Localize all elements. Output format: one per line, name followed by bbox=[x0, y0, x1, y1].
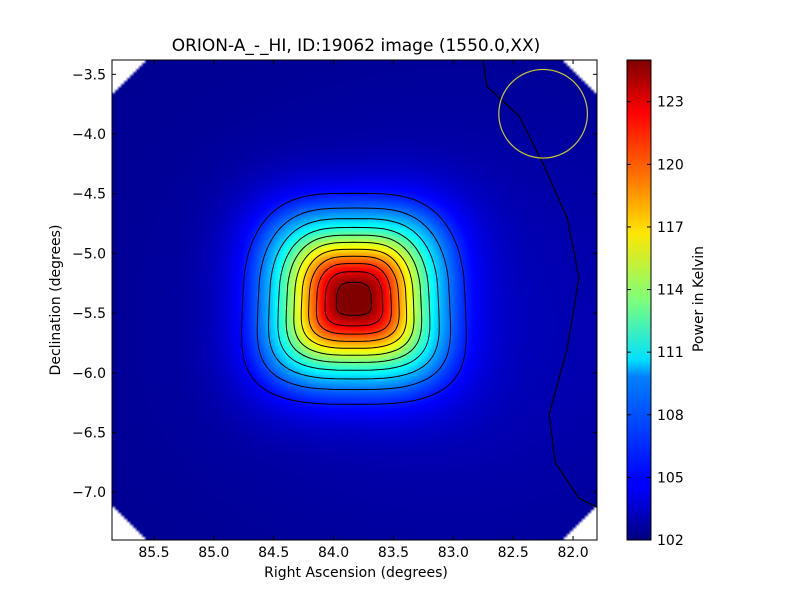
colorbar-tick-label: 102 bbox=[657, 533, 684, 549]
y-tick-label: −6.0 bbox=[72, 366, 106, 382]
colorbar-tick-label: 108 bbox=[657, 408, 684, 424]
x-tick-label: 84.5 bbox=[258, 545, 289, 561]
y-tick-label: −4.0 bbox=[72, 127, 106, 143]
x-tick-label: 83.0 bbox=[438, 545, 469, 561]
y-tick-label: −5.5 bbox=[72, 306, 106, 322]
x-tick-label: 85.5 bbox=[138, 545, 169, 561]
contour-level bbox=[300, 248, 408, 349]
x-axis: 85.5 85.0 84.5 84.0 83.5 83.0 82.5 82.0 bbox=[138, 60, 589, 561]
colorbar-gradient bbox=[626, 59, 652, 541]
contour-level bbox=[277, 226, 431, 371]
contour-level bbox=[335, 281, 372, 316]
y-tick-label: −7.0 bbox=[72, 485, 106, 501]
y-tick-label: −6.5 bbox=[72, 426, 106, 442]
contour-level bbox=[293, 241, 415, 356]
x-tick-label: 82.0 bbox=[557, 545, 588, 561]
colorbar-ticks: 102 105 108 111 114 117 120 123 bbox=[627, 95, 684, 549]
contour-level bbox=[308, 255, 400, 342]
x-tick-label: 83.5 bbox=[378, 545, 409, 561]
colorbar-tick-label: 114 bbox=[657, 283, 684, 299]
colorbar: 102 105 108 111 114 117 120 123 Power in Kelvin bbox=[626, 59, 707, 549]
axes-frame bbox=[111, 59, 598, 541]
colorbar-tick-label: 120 bbox=[657, 157, 684, 173]
chart-title: ORION-A_-_HI, ID:19062 image (1550.0,XX) bbox=[172, 36, 541, 56]
x-tick-label: 82.5 bbox=[498, 545, 529, 561]
contour-level bbox=[315, 263, 392, 335]
colorbar-tick-label: 111 bbox=[657, 345, 684, 361]
colorbar-tick-label: 105 bbox=[657, 470, 684, 486]
y-axis: −3.5 −4.0 −4.5 −5.0 −5.5 −6.0 −6.5 −7.0 bbox=[72, 67, 597, 501]
heatmap-image bbox=[112, 60, 597, 540]
y-axis-label: Declination (degrees) bbox=[48, 225, 64, 376]
y-tick-label: −5.0 bbox=[72, 246, 106, 262]
contour-level bbox=[482, 60, 597, 508]
colorbar-tick-label: 117 bbox=[657, 220, 684, 236]
x-tick-label: 84.0 bbox=[318, 545, 349, 561]
contour-level bbox=[256, 207, 452, 391]
contour-lines bbox=[240, 60, 597, 508]
y-tick-label: −3.5 bbox=[72, 67, 106, 83]
colorbar-tick-label: 123 bbox=[657, 95, 684, 111]
contour-level bbox=[285, 234, 423, 364]
contour-level bbox=[267, 218, 440, 380]
beam-circle bbox=[498, 68, 589, 159]
x-axis-label: Right Ascension (degrees) bbox=[264, 565, 448, 581]
y-tick-label: −4.5 bbox=[72, 187, 106, 203]
colorbar-label: Power in Kelvin bbox=[691, 246, 707, 352]
x-tick-label: 85.0 bbox=[198, 545, 229, 561]
plot-area bbox=[111, 59, 598, 541]
contour-level bbox=[324, 271, 384, 327]
contour-level bbox=[240, 192, 467, 405]
